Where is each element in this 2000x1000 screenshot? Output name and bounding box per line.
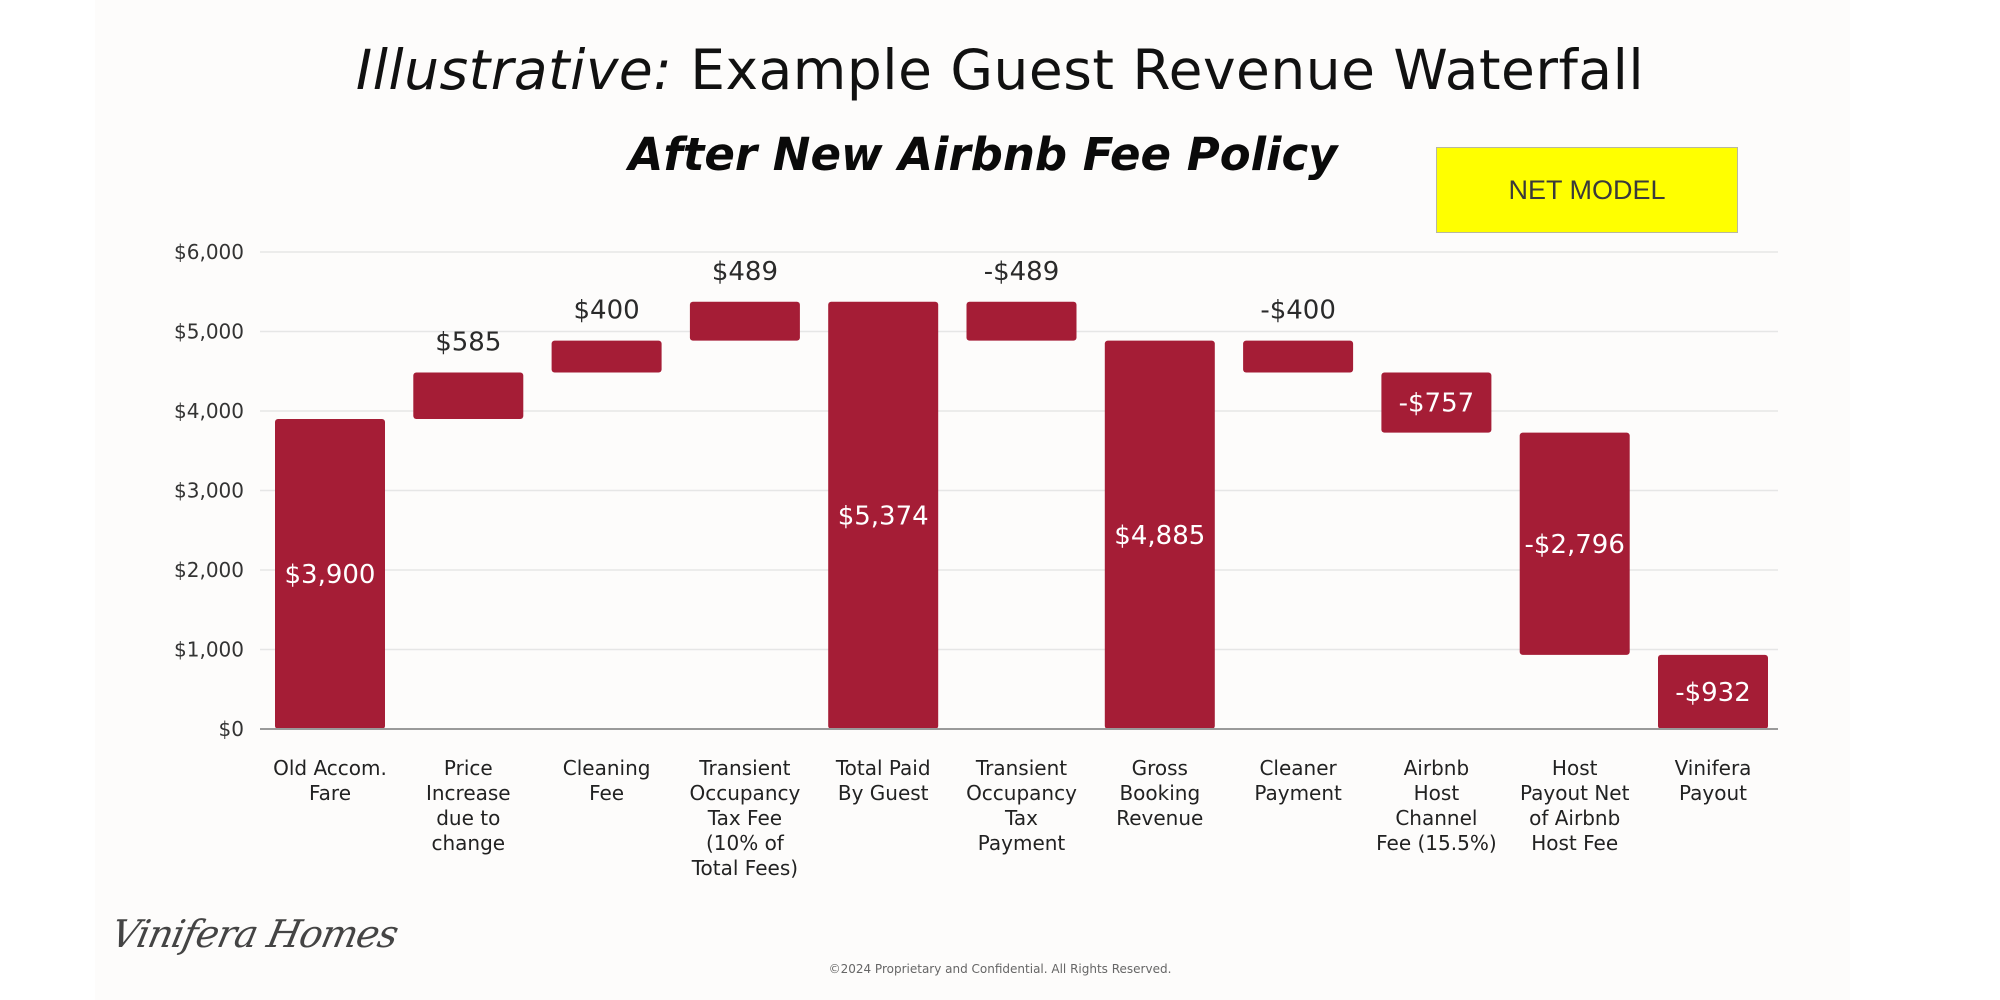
x-tick-label: Host — [1414, 781, 1460, 805]
y-tick-label: $3,000 — [174, 479, 244, 503]
waterfall-bar — [1104, 340, 1215, 729]
x-tick-label: Airbnb — [1404, 756, 1470, 780]
x-tick-label: Payout Net — [1520, 781, 1630, 805]
x-tick-label: Host — [1552, 756, 1598, 780]
waterfall-bar — [551, 340, 662, 373]
x-tick-label: (10% of — [706, 831, 785, 855]
data-label: $3,900 — [285, 560, 376, 590]
waterfall-bar — [1658, 654, 1768, 729]
x-tick-label: Fee — [589, 781, 624, 805]
x-tick-label: Occupancy — [689, 781, 800, 805]
x-tick-label: change — [431, 831, 505, 855]
x-tick-label: of Airbnb — [1529, 806, 1620, 830]
x-tick-label: Payment — [1254, 781, 1342, 805]
x-tick-label: Cleaning — [563, 756, 651, 780]
x-tick-label: By Guest — [838, 781, 929, 805]
data-label: $4,885 — [1114, 521, 1205, 551]
data-labels: $3,900 $585 $400 $489 $5,374 -$489 $4,885 -$400… — [285, 257, 1751, 708]
x-tick-label: Payout — [1679, 781, 1747, 805]
waterfall-bar — [689, 301, 800, 341]
data-label: -$2,796 — [1525, 530, 1625, 560]
data-label: -$757 — [1399, 389, 1475, 419]
x-tick-label: Tax — [1004, 806, 1038, 830]
y-tick-label: $0 — [219, 717, 244, 741]
vinifera-homes-logo: Vinifera Homes — [107, 912, 402, 956]
waterfall-bar — [275, 418, 385, 729]
x-tick-label: Host Fee — [1531, 831, 1618, 855]
x-tick-label: due to — [436, 806, 500, 830]
data-label: $489 — [712, 257, 778, 287]
chart-subtitle: After New Airbnb Fee Policy — [628, 128, 1338, 181]
y-axis: $0 $1,000 $2,000 $3,000 $4,000 $5,000 $6,000 — [174, 240, 244, 741]
x-tick-label: Occupancy — [966, 781, 1077, 805]
y-tick-label: $2,000 — [174, 558, 244, 582]
waterfall-bar — [1381, 372, 1492, 433]
waterfall-bar — [966, 301, 1077, 341]
data-label: $5,374 — [838, 501, 929, 531]
x-tick-label: Payment — [978, 831, 1066, 855]
x-tick-label: Channel — [1395, 806, 1477, 830]
waterfall-bar — [1243, 340, 1354, 373]
waterfall-bar — [828, 301, 939, 729]
data-label: $585 — [435, 327, 501, 357]
x-tick-label: Vinifera — [1675, 756, 1752, 780]
x-tick-label: Revenue — [1116, 806, 1203, 830]
data-label: $400 — [574, 296, 640, 326]
x-tick-label: Transient — [975, 756, 1067, 780]
x-tick-label: Tax Fee — [707, 806, 782, 830]
y-tick-label: $5,000 — [174, 320, 244, 344]
chart-title: Illustrative: Example Guest Revenue Wate… — [0, 38, 2000, 102]
x-tick-label: Gross — [1132, 756, 1188, 780]
x-tick-label: Fee (15.5%) — [1376, 831, 1497, 855]
title-italic-part: Illustrative: — [355, 38, 673, 102]
x-tick-label: Cleaner — [1259, 756, 1337, 780]
data-label: -$489 — [984, 257, 1060, 287]
x-tick-label: Total Paid — [835, 756, 931, 780]
y-tick-label: $1,000 — [174, 638, 244, 662]
y-tick-label: $4,000 — [174, 399, 244, 423]
bars — [275, 301, 1768, 729]
x-tick-label: Old Accom. — [273, 756, 387, 780]
x-tick-label: Booking — [1119, 781, 1200, 805]
x-tick-label: Total Fees) — [691, 856, 798, 880]
waterfall-bar — [413, 372, 524, 419]
title-main-part: Example Guest Revenue Waterfall — [672, 38, 1645, 102]
data-label: -$932 — [1675, 678, 1751, 708]
x-tick-label: Transient — [698, 756, 790, 780]
net-model-badge: NET MODEL — [1436, 147, 1738, 233]
x-tick-label: Increase — [426, 781, 511, 805]
x-tick-label: Price — [444, 756, 493, 780]
waterfall-bar — [1519, 432, 1630, 655]
x-tick-label: Fare — [309, 781, 351, 805]
data-label: -$400 — [1260, 296, 1336, 326]
y-tick-label: $6,000 — [174, 240, 244, 264]
footer-copyright: ©2024 Proprietary and Confidential. All … — [828, 962, 1172, 976]
